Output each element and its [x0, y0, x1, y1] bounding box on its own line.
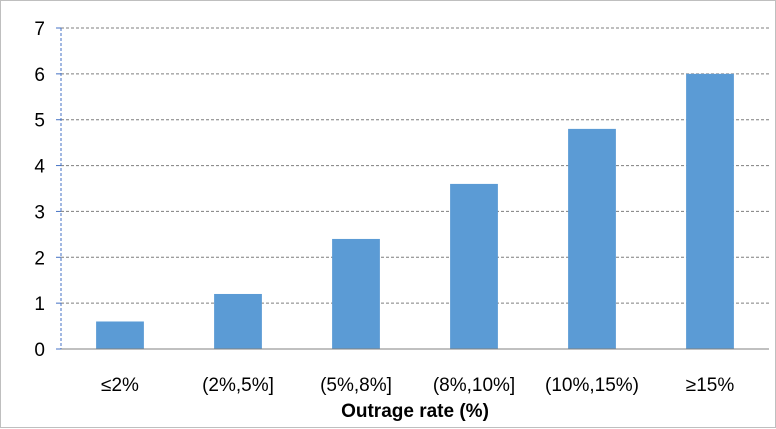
x-tick-label-2: (5%,8%]	[320, 375, 392, 396]
bar-1	[214, 293, 262, 349]
y-tick-label-4: 4	[34, 157, 45, 178]
bar-0	[96, 321, 144, 349]
x-axis-title: Outrage rate (%)	[341, 401, 489, 422]
y-tick-label-2: 2	[34, 248, 45, 269]
y-tick-label-1: 1	[34, 294, 45, 315]
bar-5	[686, 73, 734, 349]
y-tick-labels: 0 1 2 3 4 5 6 7	[34, 19, 45, 361]
x-tick-label-4: (10%,15%)	[545, 375, 639, 396]
x-tick-labels: ≤2% (2%,5%] (5%,8%] (8%,10%] (10%,15%) ≥15%	[101, 375, 734, 396]
y-tick-label-6: 6	[34, 65, 45, 86]
y-tick-label-5: 5	[34, 111, 45, 132]
x-tick-label-0: ≤2%	[101, 375, 139, 396]
bar-2	[332, 238, 380, 349]
y-tick-label-0: 0	[34, 340, 45, 361]
x-tick-label-1: (2%,5%]	[202, 375, 274, 396]
x-tick-label-5: ≥15%	[686, 375, 735, 396]
bars	[96, 73, 734, 349]
gridlines	[61, 27, 769, 304]
y-tick-label-3: 3	[34, 202, 45, 223]
y-tick-label-7: 7	[34, 19, 45, 40]
bar-4	[568, 128, 616, 349]
x-tick-label-3: (8%,10%]	[433, 375, 515, 396]
bar-3	[450, 183, 498, 349]
axes	[56, 27, 769, 350]
